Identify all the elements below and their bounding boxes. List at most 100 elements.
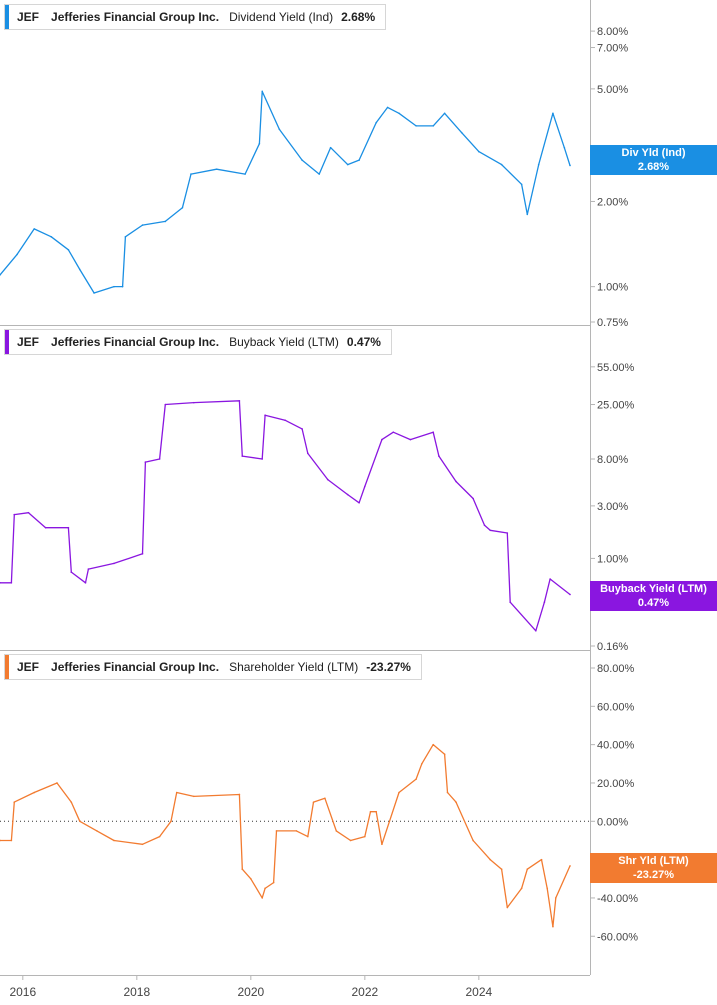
data-point xyxy=(369,810,372,813)
data-point xyxy=(552,112,554,115)
x-tick-label: 2024 xyxy=(465,985,492,999)
data-point xyxy=(79,820,81,823)
data-point xyxy=(258,142,261,145)
buyback-yield-badge: Buyback Yield (LTM) 0.47% xyxy=(590,581,717,611)
data-point xyxy=(386,106,389,109)
data-point xyxy=(50,236,53,238)
data-point xyxy=(438,455,440,457)
data-point xyxy=(193,401,195,404)
data-point xyxy=(215,168,218,171)
data-point xyxy=(261,458,264,460)
data-point xyxy=(241,455,244,457)
data-point xyxy=(472,839,474,842)
data-point xyxy=(375,810,378,813)
data-point xyxy=(238,400,241,402)
data-point xyxy=(443,112,446,115)
legend-ticker: JEF xyxy=(17,10,40,24)
data-point xyxy=(0,582,1,584)
legend-company: Jefferies Financial Group Inc. xyxy=(51,335,220,349)
buyback-yield-panel: 0.16% 1.00% 3.00% 8.00% 25.00% 55.00% xyxy=(0,362,635,653)
data-point xyxy=(381,438,383,441)
badge-value: -23.27% xyxy=(633,869,674,881)
data-point xyxy=(16,253,18,256)
data-point xyxy=(264,887,266,890)
data-point xyxy=(93,292,95,294)
y-tick-label: 3.00% xyxy=(597,501,628,513)
data-point xyxy=(569,865,571,867)
data-point xyxy=(375,121,378,124)
data-point xyxy=(506,532,509,534)
data-point xyxy=(67,248,70,251)
data-point xyxy=(13,513,16,516)
y-tick-label: 1.00% xyxy=(597,553,628,565)
data-point xyxy=(540,858,543,861)
data-point xyxy=(250,877,252,880)
legend-ticker: JEF xyxy=(17,335,40,349)
series-line xyxy=(0,90,571,294)
data-point xyxy=(56,782,58,784)
data-point xyxy=(552,925,554,928)
data-point xyxy=(443,753,446,756)
data-point xyxy=(500,868,503,870)
legend-metric: Buyback Yield (LTM) xyxy=(229,335,339,349)
data-point xyxy=(141,224,144,226)
data-point xyxy=(278,128,281,131)
data-point xyxy=(569,593,571,596)
data-point xyxy=(549,578,551,580)
y-tick-label: -40.00% xyxy=(597,893,638,905)
data-point xyxy=(87,568,90,570)
data-point xyxy=(121,285,124,288)
data-point xyxy=(170,820,172,823)
y-tick-label: 55.00% xyxy=(597,362,635,374)
data-point xyxy=(526,213,529,216)
data-point xyxy=(261,897,264,899)
data-point xyxy=(329,146,332,149)
y-tick-label: 25.00% xyxy=(597,400,635,412)
gridlines xyxy=(0,0,591,976)
data-point xyxy=(144,461,147,463)
y-tick-label: 40.00% xyxy=(597,740,635,752)
data-point xyxy=(27,511,30,514)
y-tick-label: 8.00% xyxy=(597,454,628,466)
data-point xyxy=(478,150,480,153)
data-point xyxy=(509,601,511,603)
y-tick-label: -60.00% xyxy=(597,931,638,943)
data-point xyxy=(398,791,400,794)
legend-value: -23.27% xyxy=(366,660,411,674)
data-point xyxy=(543,601,546,603)
data-point xyxy=(381,843,383,846)
data-point xyxy=(506,906,509,909)
data-point xyxy=(284,419,286,422)
y-tick-label: 2.00% xyxy=(597,196,628,208)
data-point xyxy=(0,274,1,276)
series-color-swatch xyxy=(5,5,9,29)
legend-company: Jefferies Financial Group Inc. xyxy=(51,10,220,24)
badge-label: Shr Yld (LTM) xyxy=(618,855,689,867)
data-point xyxy=(554,897,557,899)
data-point xyxy=(96,830,98,832)
data-point xyxy=(113,285,115,288)
data-point xyxy=(164,403,167,406)
data-point xyxy=(10,839,13,842)
data-point xyxy=(483,524,486,527)
data-point xyxy=(489,529,492,532)
data-point xyxy=(275,830,278,832)
dividend-yield-badge: Div Yld (Ind) 2.68% xyxy=(590,145,717,175)
data-point xyxy=(84,582,87,584)
legend-ticker: JEF xyxy=(17,660,40,674)
data-point xyxy=(0,839,1,842)
data-point xyxy=(190,173,192,175)
data-point xyxy=(10,582,13,584)
data-point xyxy=(526,868,529,870)
data-point xyxy=(318,173,321,175)
data-point xyxy=(33,228,36,230)
dividend-yield-legend: JEF Jefferies Financial Group Inc. Divid… xyxy=(4,4,387,30)
shareholder-yield-badge: Shr Yld (LTM) -23.27% xyxy=(590,853,717,883)
data-point xyxy=(364,485,366,488)
data-point xyxy=(358,501,360,504)
data-point xyxy=(500,163,503,166)
data-point xyxy=(349,839,352,842)
y-tick-label: 80.00% xyxy=(597,663,635,675)
data-point xyxy=(264,414,266,416)
x-tick-label: 2018 xyxy=(123,985,150,999)
